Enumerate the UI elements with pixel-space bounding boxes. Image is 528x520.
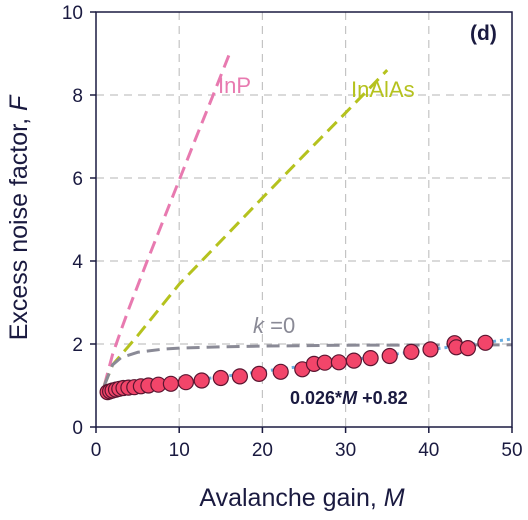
data-point (477, 334, 494, 351)
k-var: k (253, 313, 265, 338)
series-inalas-line (102, 69, 389, 387)
fit-suffix: +0.82 (357, 388, 408, 408)
data-point (162, 375, 179, 392)
data-point (177, 374, 194, 391)
y-tick-label: 6 (72, 169, 83, 190)
data-point (362, 350, 379, 367)
y-axis-title: Excess noise factor, F (5, 94, 33, 340)
data-markers (99, 334, 494, 401)
y-tick-label: 10 (62, 3, 83, 24)
data-point (231, 368, 248, 385)
y-tick-label: 0 (72, 418, 83, 439)
data-point (330, 354, 347, 371)
series-inp-line (102, 54, 231, 386)
plot-frame (95, 11, 513, 428)
x-tick-label: 50 (501, 440, 522, 461)
data-point (422, 341, 439, 358)
data-point (251, 365, 268, 382)
y-axis-title-text: Excess noise factor, (5, 111, 33, 340)
inp-label: InP (218, 73, 251, 98)
y-axis-title-var: F (5, 94, 33, 111)
data-point (193, 372, 210, 389)
x-axis-title: Avalanche gain, M (199, 484, 404, 512)
fit-prefix: 0.026* (290, 388, 342, 408)
panel-label: (d) (470, 22, 497, 45)
x-tick-label: 20 (252, 440, 273, 461)
x-tick-label: 10 (169, 440, 190, 461)
x-tick-label: 30 (335, 440, 356, 461)
data-point (403, 343, 420, 360)
tick-labels: 0 10 20 30 40 50 0 2 4 6 8 10 (62, 3, 523, 461)
inalas-label: InAlAs (351, 77, 415, 102)
y-tick-label: 4 (72, 252, 83, 273)
fit-var: M (342, 388, 358, 408)
data-point (316, 354, 333, 371)
y-tick-label: 8 (72, 86, 83, 107)
series-k-0-line (102, 343, 512, 387)
x-tick-label: 40 (418, 440, 439, 461)
fit-equation: 0.026*M +0.82 (290, 388, 408, 408)
x-axis-title-var: M (384, 484, 405, 512)
y-tick-label: 2 (72, 335, 83, 356)
data-point (459, 340, 476, 357)
data-point (272, 363, 289, 380)
data-point (212, 369, 229, 387)
k-rest: =0 (264, 313, 295, 338)
x-axis-title-text: Avalanche gain, (199, 484, 383, 512)
x-tick-label: 0 (91, 440, 102, 461)
k-zero-label: k =0 (253, 313, 295, 338)
data-point (381, 347, 398, 365)
data-point (345, 352, 362, 369)
